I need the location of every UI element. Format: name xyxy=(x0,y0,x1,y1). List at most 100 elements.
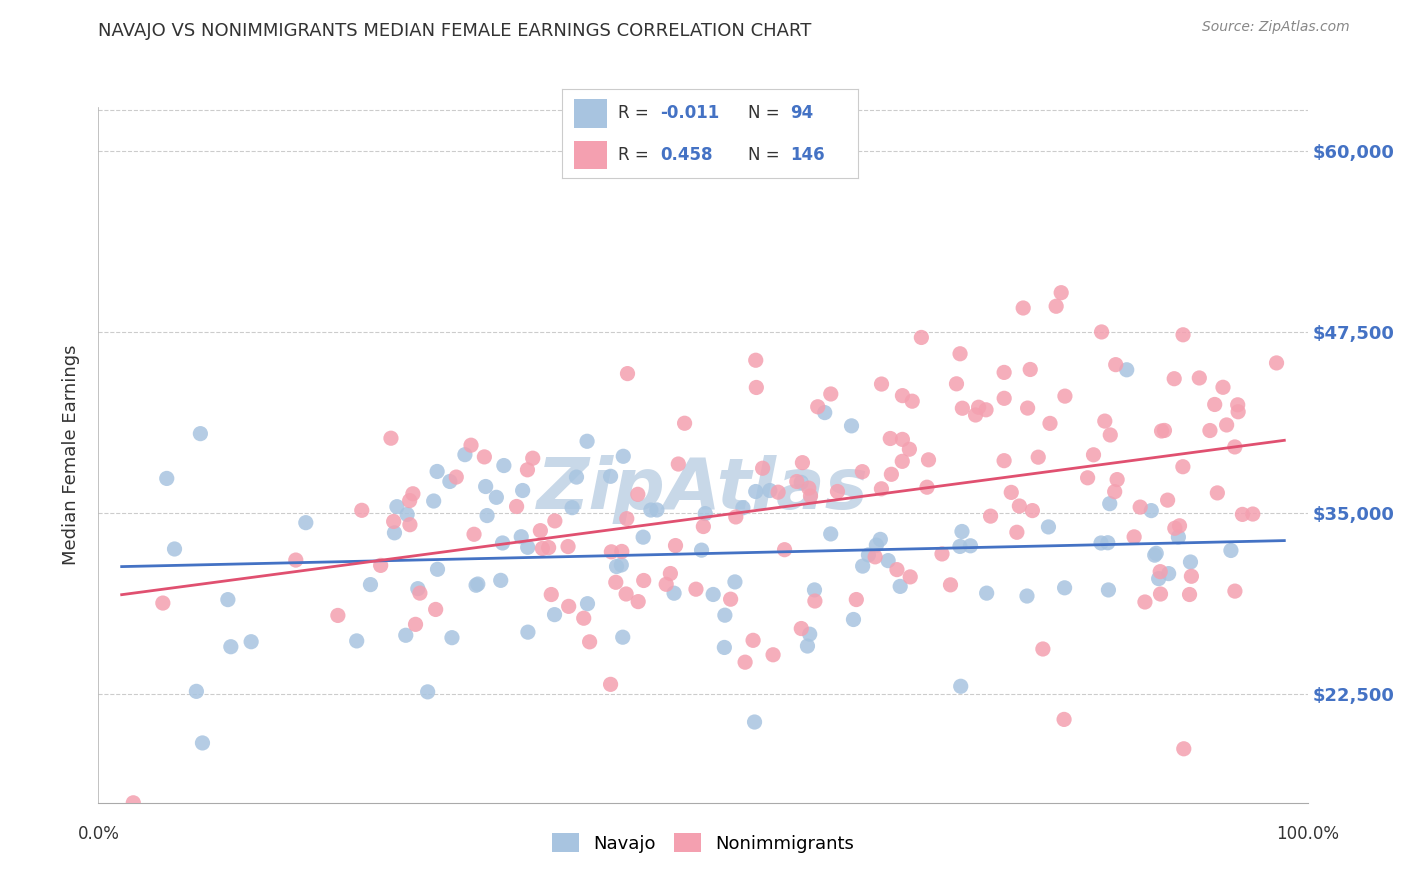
Point xyxy=(1143,548,1166,562)
Point xyxy=(1097,582,1119,597)
Point xyxy=(409,586,432,600)
Point xyxy=(631,530,654,544)
Point xyxy=(156,471,179,485)
Point xyxy=(522,451,544,466)
Point xyxy=(1012,301,1035,315)
Point xyxy=(544,514,567,528)
Point xyxy=(1115,363,1137,377)
Point xyxy=(742,633,765,648)
Point xyxy=(1226,398,1249,412)
Point xyxy=(731,500,754,515)
Point xyxy=(616,367,638,381)
Point xyxy=(858,548,880,562)
Point xyxy=(1180,555,1202,569)
Point xyxy=(463,527,485,541)
Point xyxy=(950,524,973,539)
Point xyxy=(891,454,914,468)
Point xyxy=(1164,521,1187,535)
Point xyxy=(219,640,242,654)
Point xyxy=(949,679,972,693)
Point xyxy=(1005,525,1028,540)
Point xyxy=(529,524,551,538)
Point xyxy=(820,527,842,541)
Text: R =: R = xyxy=(619,146,655,164)
Point xyxy=(1133,595,1156,609)
Point xyxy=(516,625,538,640)
Point xyxy=(395,628,418,642)
Point xyxy=(931,547,953,561)
FancyBboxPatch shape xyxy=(574,141,607,169)
Point xyxy=(869,533,891,547)
Point xyxy=(879,432,901,446)
Point xyxy=(1123,530,1146,544)
Text: NAVAJO VS NONIMMIGRANTS MEDIAN FEMALE EARNINGS CORRELATION CHART: NAVAJO VS NONIMMIGRANTS MEDIAN FEMALE EA… xyxy=(98,22,811,40)
Point xyxy=(974,402,997,417)
Point xyxy=(915,480,938,494)
Point xyxy=(240,634,263,648)
Point xyxy=(1212,380,1234,394)
Point xyxy=(724,510,747,524)
Point xyxy=(406,582,429,596)
Point xyxy=(993,365,1015,379)
Point xyxy=(655,577,678,591)
Point xyxy=(1206,486,1229,500)
Point xyxy=(370,558,392,573)
Point xyxy=(191,736,214,750)
Point xyxy=(690,543,713,558)
Point xyxy=(217,592,239,607)
FancyBboxPatch shape xyxy=(574,99,607,128)
Point xyxy=(1008,499,1031,513)
Point xyxy=(1180,569,1202,583)
Point xyxy=(673,416,696,430)
Point xyxy=(426,562,449,576)
Point xyxy=(1199,424,1222,438)
Point xyxy=(516,541,538,555)
Point xyxy=(803,582,825,597)
Point xyxy=(1150,424,1173,438)
Text: R =: R = xyxy=(619,104,655,122)
Point xyxy=(827,484,849,499)
Point xyxy=(578,635,600,649)
Point xyxy=(1144,546,1167,560)
Point xyxy=(762,648,785,662)
Point xyxy=(1094,414,1116,428)
Point xyxy=(1015,589,1038,603)
Point xyxy=(600,545,623,559)
Point xyxy=(1045,299,1067,313)
Point xyxy=(1171,327,1194,342)
Point xyxy=(475,508,498,523)
Point xyxy=(561,500,583,515)
Point xyxy=(627,487,650,501)
Point xyxy=(426,465,449,479)
Point xyxy=(467,577,489,591)
Point xyxy=(1168,518,1191,533)
Point xyxy=(1053,581,1076,595)
Point xyxy=(745,380,768,394)
Point xyxy=(852,559,875,574)
Point xyxy=(540,588,562,602)
Point xyxy=(1147,572,1170,586)
Point xyxy=(692,519,714,533)
Point xyxy=(1097,535,1119,549)
Point xyxy=(976,586,998,600)
Point xyxy=(702,587,724,601)
Point xyxy=(384,525,406,540)
Point xyxy=(446,470,468,484)
Point xyxy=(284,553,307,567)
Point xyxy=(612,630,634,644)
Point xyxy=(949,540,972,554)
Point xyxy=(799,627,821,641)
Point xyxy=(399,517,422,532)
Point xyxy=(1241,507,1264,521)
Point xyxy=(917,453,939,467)
Point xyxy=(666,457,689,471)
Point xyxy=(1223,584,1246,599)
Point xyxy=(734,655,756,669)
Point xyxy=(910,330,932,344)
Point xyxy=(1223,440,1246,454)
Point xyxy=(993,392,1015,406)
Point xyxy=(385,500,408,514)
Point xyxy=(380,431,402,445)
Point xyxy=(870,377,893,392)
Point xyxy=(1232,508,1254,522)
